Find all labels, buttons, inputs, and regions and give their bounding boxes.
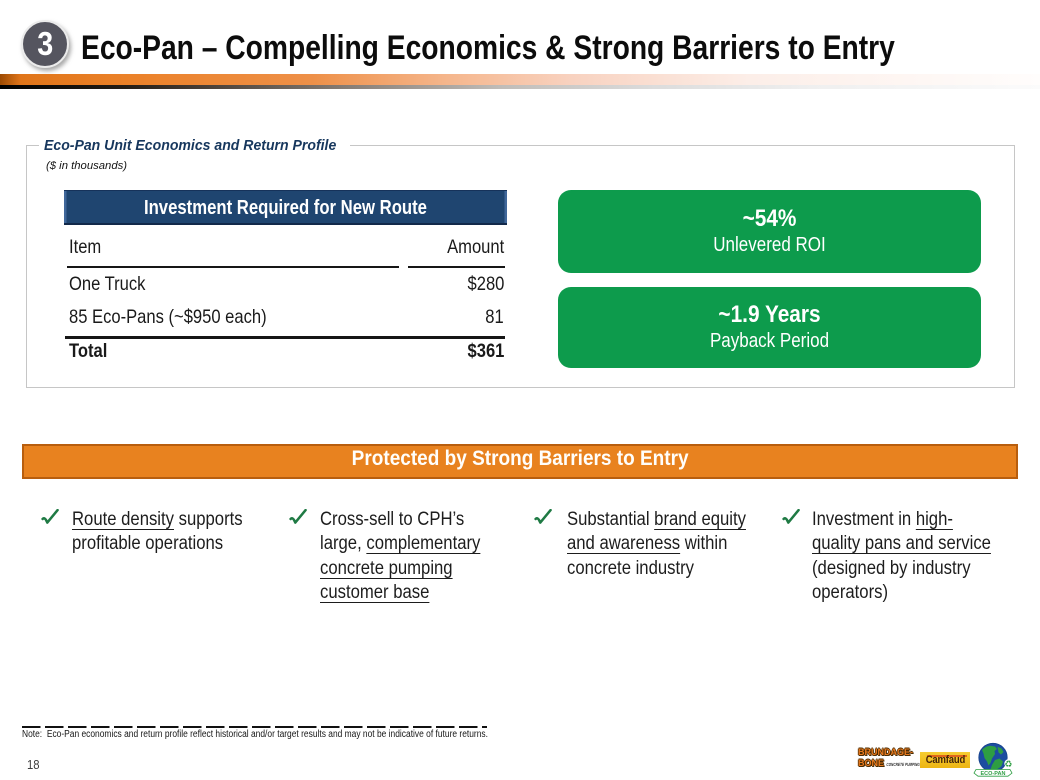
- footnote-rule: [22, 725, 487, 728]
- header-accent-bar-dark: [0, 85, 1040, 89]
- row-item: 85 Eco-Pans (~$950 each): [68, 306, 267, 329]
- brundage-bone-line2: BONE: [858, 757, 885, 768]
- bullet-text-line: profitable operations: [72, 532, 243, 556]
- brundage-bone-logo: BRUNDAGE- BONE CONCRETE PUMPING: [858, 747, 920, 770]
- globe-land-east: [997, 746, 1004, 755]
- brundage-bone-subtext: CONCRETE PUMPING: [886, 762, 921, 767]
- bullet-text: Route density supports profitable operati…: [72, 508, 243, 557]
- row-item: One Truck: [68, 273, 145, 296]
- panel-subtitle: ($ in thousands): [46, 159, 128, 172]
- metric-payback-label: Payback Period: [709, 330, 830, 352]
- checkmark-icon: [289, 508, 307, 524]
- metric-card-payback: ~1.9 Years Payback Period: [558, 287, 981, 368]
- ecopan-banner: ECO-PAN: [973, 769, 1013, 777]
- bullet-text-line: Substantial brand equity: [567, 508, 746, 532]
- text-segment-underlined: customer base: [320, 581, 430, 603]
- checkmark-icon: [534, 508, 552, 524]
- text-segment-underlined: Route density: [72, 509, 174, 530]
- recycle-icon: ♻: [1004, 759, 1012, 769]
- text-segment: within: [679, 533, 727, 555]
- column-rule-amount: [407, 266, 505, 268]
- camfaud-label: Camfaud: [925, 753, 965, 766]
- bullet-text-line: concrete pumping: [320, 557, 480, 581]
- checkmark-icon: [782, 508, 800, 524]
- text-segment: large,: [320, 533, 367, 555]
- column-header-amount: Amount: [446, 235, 504, 258]
- text-segment: Substantial: [566, 509, 654, 530]
- text-segment: Investment in: [812, 509, 916, 530]
- text-segment: supports: [173, 509, 243, 530]
- globe-land-americas: [982, 745, 997, 766]
- text-segment-underlined: quality pans and service: [812, 533, 991, 555]
- text-segment-underlined: concrete pumping: [320, 557, 453, 579]
- ecopan-banner-label: ECO-PAN: [981, 771, 1006, 777]
- text-segment: (designed by industry: [812, 557, 971, 579]
- bullet-text-line: customer base: [320, 581, 480, 605]
- investment-table-header-text: Investment Required for New Route: [143, 197, 428, 220]
- bullet-text: Investment in high-quality pans and serv…: [812, 508, 991, 605]
- column-rule-item: [66, 266, 399, 268]
- text-segment: profitable operations: [72, 533, 224, 555]
- metric-payback-value: ~1.9 Years: [718, 300, 821, 328]
- brundage-bone-line2-row: BONE CONCRETE PUMPING: [858, 757, 920, 768]
- unit-economics-panel: Eco-Pan Unit Economics and Return Profil…: [26, 138, 1015, 388]
- footnote: Note: Eco-Pan economics and return profi…: [22, 729, 488, 740]
- bullet-text-line: large, complementary: [320, 532, 480, 556]
- bullet-text-line: Route density supports: [72, 508, 243, 532]
- total-amount: $361: [467, 339, 504, 362]
- slide-title: Eco-Pan – Compelling Economics & Strong …: [81, 29, 895, 67]
- bullet-text: Substantial brand equity and awareness wi…: [567, 508, 746, 581]
- recycle-backdrop: [1004, 759, 1013, 768]
- checkmark-icon: [41, 508, 59, 524]
- metric-card-roi: ~54% Unlevered ROI: [558, 190, 981, 273]
- section-number: 3: [37, 25, 53, 62]
- text-segment-underlined: brand equity: [653, 509, 746, 530]
- section-number-badge: 3: [21, 20, 69, 68]
- row-amount: 81: [485, 306, 504, 329]
- text-segment: operators): [812, 581, 889, 603]
- bullet-text: Cross-sell to CPH’s large, complementary c…: [320, 508, 480, 605]
- total-separator-line: [65, 336, 505, 339]
- barriers-banner-label: Protected by Strong Barriers to Entry: [351, 446, 689, 470]
- bullet-text-line: Investment in high-: [812, 508, 991, 532]
- bullet-text-line: concrete industry: [567, 557, 746, 581]
- text-segment: Cross-sell to CPH’s: [320, 509, 465, 530]
- total-label: Total: [68, 339, 107, 362]
- panel-legend: Eco-Pan Unit Economics and Return Profil…: [39, 138, 351, 154]
- page-number: 18: [27, 756, 40, 772]
- row-amount: $280: [467, 273, 504, 296]
- ecopan-globe-logo: ♻ ECO-PAN: [973, 742, 1013, 777]
- text-segment-underlined: complementary: [366, 533, 481, 555]
- column-header-item: Item: [68, 235, 101, 258]
- camfaud-rule: [927, 755, 967, 757]
- text-segment: concrete industry: [566, 557, 694, 579]
- text-segment-underlined: high-: [915, 509, 953, 530]
- header-accent-bar-orange: [0, 74, 1040, 85]
- metric-roi-label: Unlevered ROI: [713, 234, 826, 256]
- brundage-bone-line1: BRUNDAGE-: [858, 747, 913, 757]
- panel-legend-text: Eco-Pan Unit Economics and Return Profil…: [44, 138, 337, 154]
- camfaud-logo: Camfaud: [920, 751, 970, 768]
- globe-land-south: [990, 758, 1003, 771]
- metric-roi-value: ~54%: [742, 204, 797, 232]
- barriers-banner: Protected by Strong Barriers to Entry: [22, 444, 1018, 479]
- bullet-text-line: (designed by industry: [812, 557, 991, 581]
- text-segment-underlined: and awareness: [566, 533, 680, 555]
- bullet-text-line: Cross-sell to CPH’s: [320, 508, 480, 532]
- investment-table-header: Investment Required for New Route: [64, 190, 507, 225]
- bullet-text-line: quality pans and service: [812, 532, 991, 556]
- bullet-text-line: operators): [812, 581, 991, 605]
- bullet-text-line: and awareness within: [567, 532, 746, 556]
